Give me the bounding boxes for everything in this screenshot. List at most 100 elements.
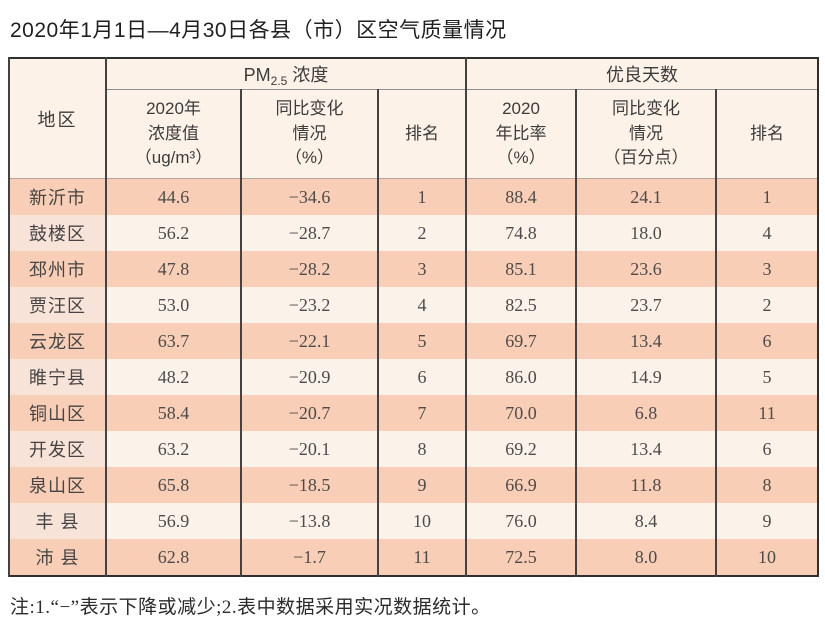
pm-rank-cell: 4 [376, 287, 467, 323]
header-sub-row: 2020年 浓度值 （ug/m³） 同比变化 情况 （%） 排名 2020 年比… [9, 89, 819, 179]
header-pm-change: 同比变化 情况 （%） [240, 89, 378, 179]
header-line: 浓度值 [148, 123, 199, 143]
pm-change-cell: −22.1 [240, 323, 378, 359]
good-rank-cell: 3 [715, 251, 819, 287]
pm-change-cell: −28.7 [240, 215, 378, 251]
pm-label-subscript: 2.5 [270, 73, 288, 88]
region-cell: 睢宁县 [8, 359, 106, 395]
pm-rank-cell: 9 [376, 467, 467, 503]
pm-value-cell: 56.2 [105, 215, 241, 251]
region-cell: 开发区 [8, 431, 106, 467]
table-row: 贾汪区 53.0 −23.2 4 82.5 23.7 2 [8, 287, 819, 323]
pm-value-cell: 62.8 [105, 539, 241, 576]
pm-value-cell: 63.7 [105, 323, 241, 359]
good-change-cell: 8.4 [575, 503, 717, 539]
header-pm25-group: PM2.5 浓度 [104, 58, 467, 90]
header-line: 同比变化 [612, 99, 681, 119]
pm-change-cell: −20.1 [240, 431, 378, 467]
header-good-rank: 排名 [715, 89, 819, 179]
region-cell: 云龙区 [8, 323, 106, 359]
header-line: 2020 [502, 99, 540, 119]
pm-rank-cell: 7 [376, 395, 467, 431]
pm-change-cell: −34.6 [240, 178, 378, 215]
pm-change-cell: −18.5 [240, 467, 378, 503]
header-line: （%） [496, 148, 546, 168]
good-change-cell: 23.7 [575, 287, 717, 323]
table-row: 新沂市 44.6 −34.6 1 88.4 24.1 1 [8, 178, 819, 215]
good-rank-cell: 4 [715, 215, 819, 251]
good-rate-cell: 76.0 [465, 503, 577, 539]
header-good-rate: 2020 年比率 （%） [465, 89, 577, 179]
pm-change-cell: −28.2 [240, 251, 378, 287]
region-cell: 贾汪区 [8, 287, 106, 323]
good-rank-cell: 6 [715, 323, 819, 359]
region-cell: 邳州市 [8, 251, 106, 287]
region-cell: 沛 县 [8, 539, 106, 576]
table-body: 新沂市 44.6 −34.6 1 88.4 24.1 1 鼓楼区 56.2 −28.7 2 74.8 1… [8, 178, 819, 576]
pm-value-cell: 56.9 [105, 503, 241, 539]
table-row: 邳州市 47.8 −28.2 3 85.1 23.6 3 [8, 251, 819, 287]
footnote: 注:1.“−”表示下降或减少;2.表中数据采用实况数据统计。 [10, 597, 491, 618]
good-change-cell: 24.1 [575, 178, 717, 215]
pm-rank-cell: 1 [376, 178, 467, 215]
table-row: 沛 县 62.8 −1.7 11 72.5 8.0 10 [8, 539, 819, 576]
pm-label-suffix: 浓度 [292, 64, 329, 85]
good-change-cell: 8.0 [575, 539, 717, 576]
good-rate-cell: 74.8 [465, 215, 577, 251]
header-line: 情况 [292, 123, 327, 143]
good-rate-cell: 86.0 [465, 359, 577, 395]
good-rate-cell: 88.4 [465, 178, 577, 215]
table-row: 铜山区 58.4 −20.7 7 70.0 6.8 11 [8, 395, 819, 431]
header-line: （%） [284, 148, 335, 168]
good-rate-cell: 85.1 [465, 251, 577, 287]
header-group-row: 地区 PM2.5 浓度 优良天数 [8, 58, 819, 179]
pm-change-cell: −1.7 [240, 539, 378, 576]
good-rate-cell: 70.0 [465, 395, 577, 431]
good-rate-cell: 66.9 [465, 467, 577, 503]
region-cell: 新沂市 [8, 178, 106, 215]
good-change-cell: 13.4 [575, 323, 717, 359]
page-title: 2020年1月1日—4月30日各县（市）区空气质量情况 [10, 19, 507, 42]
pm-change-cell: −20.9 [240, 359, 378, 395]
good-rank-cell: 8 [715, 467, 819, 503]
good-rank-cell: 9 [715, 503, 819, 539]
pm-value-cell: 47.8 [105, 251, 241, 287]
header-line: 年比率 [495, 123, 547, 143]
pm-change-cell: −20.7 [240, 395, 378, 431]
table-row: 云龙区 63.7 −22.1 5 69.7 13.4 6 [8, 323, 819, 359]
header-line: 情况 [629, 123, 664, 143]
header-line: 排名 [750, 123, 785, 143]
header-line: 同比变化 [275, 99, 344, 119]
good-change-cell: 23.6 [575, 251, 717, 287]
header-good-days-group: 优良天数 [465, 58, 819, 90]
table-row: 丰 县 56.9 −13.8 10 76.0 8.4 9 [8, 503, 819, 539]
region-cell: 鼓楼区 [8, 215, 106, 251]
good-change-cell: 6.8 [575, 395, 717, 431]
good-rate-cell: 72.5 [465, 539, 577, 576]
good-rate-cell: 82.5 [465, 287, 577, 323]
good-change-cell: 14.9 [575, 359, 717, 395]
table-header: 地区 PM2.5 浓度 优良天数 2020年 浓度值 （ug/m³） 同比变化 情… [8, 58, 819, 179]
table-row: 泉山区 65.8 −18.5 9 66.9 11.8 8 [8, 467, 819, 503]
header-line: （百分点） [603, 148, 689, 168]
good-rank-cell: 1 [715, 178, 819, 215]
pm-rank-cell: 6 [376, 359, 467, 395]
pm-rank-cell: 3 [376, 251, 467, 287]
table-row: 开发区 63.2 −20.1 8 69.2 13.4 6 [8, 431, 819, 467]
good-rank-cell: 2 [715, 287, 819, 323]
header-region: 地区 [8, 58, 106, 179]
header-line: 2020年 [146, 99, 201, 119]
pm-value-cell: 44.6 [105, 178, 241, 215]
region-cell: 铜山区 [8, 395, 106, 431]
good-change-cell: 11.8 [575, 467, 717, 503]
air-quality-table: 地区 PM2.5 浓度 优良天数 2020年 浓度值 （ug/m³） 同比变化 情… [8, 57, 820, 577]
pm-value-cell: 65.8 [105, 467, 241, 503]
pm-change-cell: −13.8 [240, 503, 378, 539]
table-row: 鼓楼区 56.2 −28.7 2 74.8 18.0 4 [8, 215, 819, 251]
pm-value-cell: 48.2 [105, 359, 241, 395]
good-rank-cell: 10 [715, 539, 819, 576]
header-line: （ug/m³） [134, 148, 213, 168]
region-cell: 丰 县 [8, 503, 106, 539]
pm-value-cell: 53.0 [105, 287, 241, 323]
